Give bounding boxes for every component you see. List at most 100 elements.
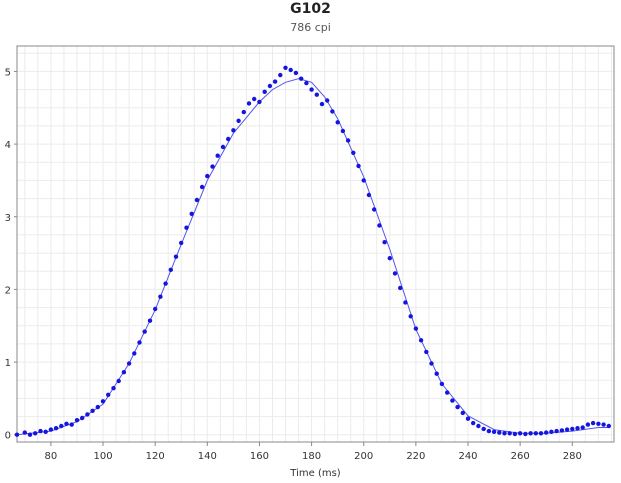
- data-point: [304, 80, 309, 86]
- data-point: [38, 428, 43, 434]
- data-point: [481, 426, 486, 432]
- data-point: [194, 197, 200, 203]
- data-point: [163, 281, 168, 286]
- data-point: [205, 173, 210, 179]
- data-point: [241, 109, 246, 115]
- data-point: [585, 422, 591, 427]
- data-point: [439, 381, 445, 387]
- data-point: [491, 429, 497, 434]
- data-point: [570, 426, 575, 432]
- chart-subtitle: 786 cpi: [290, 21, 331, 34]
- data-point: [158, 294, 163, 299]
- data-point: [418, 338, 424, 343]
- data-point: [257, 99, 262, 105]
- data-point: [111, 386, 116, 391]
- data-point: [408, 314, 413, 319]
- data-point: [392, 271, 398, 276]
- data-point: [445, 390, 450, 395]
- data-point: [601, 422, 606, 427]
- data-point: [366, 192, 372, 198]
- data-point: [361, 178, 366, 183]
- data-point: [377, 223, 382, 228]
- y-tick-label: 2: [5, 285, 11, 296]
- data-point: [460, 410, 465, 416]
- data-point: [596, 421, 601, 426]
- data-point: [434, 371, 439, 376]
- y-tick-label: 5: [5, 67, 11, 78]
- data-point: [80, 415, 85, 421]
- x-tick-label: 120: [146, 451, 165, 462]
- x-tick-label: 280: [563, 451, 582, 462]
- data-point: [387, 256, 392, 261]
- tick-layer: 80 100 120 140 160 180 200 220 240 260 280 0 1 2 3 4 5: [5, 67, 582, 462]
- data-point: [215, 153, 220, 158]
- data-point: [90, 408, 95, 413]
- data-point: [564, 427, 570, 432]
- data-point: [22, 430, 27, 435]
- x-tick-label: 260: [511, 451, 530, 462]
- data-point: [486, 428, 492, 434]
- chart-title: G102: [290, 1, 331, 17]
- data-point: [168, 267, 173, 272]
- data-point: [471, 420, 476, 426]
- data-point: [450, 398, 455, 403]
- data-point: [147, 318, 153, 323]
- x-tick-label: 240: [458, 451, 477, 462]
- data-point: [465, 416, 471, 421]
- grid-layer: [17, 46, 614, 442]
- data-point: [252, 96, 257, 102]
- data-point: [512, 431, 518, 437]
- data-point: [33, 431, 38, 436]
- data-point: [502, 431, 507, 436]
- y-tick-label: 4: [5, 140, 11, 151]
- data-point: [554, 428, 559, 434]
- data-point: [517, 431, 523, 436]
- data-point: [330, 109, 335, 114]
- data-point: [43, 429, 48, 434]
- data-point: [231, 128, 236, 133]
- data-point: [559, 428, 565, 433]
- y-tick-label: 1: [5, 358, 11, 369]
- data-point: [455, 404, 460, 410]
- data-point: [95, 404, 101, 410]
- data-point: [184, 225, 189, 230]
- data-point: [314, 92, 319, 97]
- data-point: [325, 98, 330, 103]
- data-point: [345, 138, 351, 143]
- data-point: [523, 431, 528, 437]
- data-point: [293, 70, 299, 76]
- x-tick-label: 80: [45, 451, 58, 462]
- data-point: [220, 144, 226, 150]
- point-layer: [14, 65, 611, 437]
- data-point: [413, 326, 419, 331]
- data-point: [580, 425, 585, 430]
- data-point: [210, 164, 215, 169]
- data-point: [507, 431, 512, 436]
- data-point: [106, 392, 111, 397]
- data-point: [606, 423, 611, 429]
- data-point: [372, 207, 377, 212]
- data-point: [272, 79, 278, 84]
- data-point: [267, 83, 273, 89]
- data-point: [319, 101, 325, 107]
- data-point: [356, 163, 361, 169]
- data-point: [236, 118, 241, 124]
- y-tick-label: 0: [5, 431, 11, 442]
- data-point: [53, 426, 59, 431]
- data-point: [226, 136, 231, 142]
- data-point: [179, 240, 184, 246]
- y-tick-label: 3: [5, 213, 11, 224]
- data-point: [153, 306, 158, 312]
- data-point: [424, 349, 429, 355]
- data-point: [246, 101, 252, 106]
- data-point: [335, 120, 340, 125]
- data-point: [199, 184, 205, 190]
- data-point: [538, 431, 544, 436]
- data-point: [116, 378, 121, 384]
- data-point: [283, 65, 288, 71]
- x-tick-label: 200: [354, 451, 373, 462]
- data-point: [533, 431, 538, 436]
- data-point: [299, 76, 304, 81]
- data-point: [100, 399, 106, 404]
